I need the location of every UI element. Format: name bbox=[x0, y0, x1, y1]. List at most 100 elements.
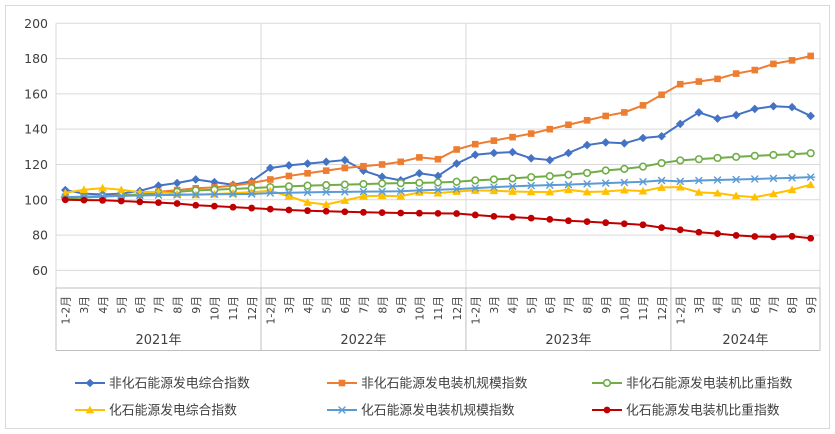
data-point bbox=[770, 60, 777, 68]
data-point bbox=[656, 176, 667, 185]
chart-container: 200 180 160 140 120 100 80 60 1-2月 3月 4月 5月 6月 7月 8月 9月… bbox=[5, 5, 830, 429]
data-point bbox=[582, 180, 592, 188]
data-point bbox=[452, 187, 462, 195]
data-point bbox=[453, 146, 460, 153]
month-label: 8月 bbox=[171, 296, 184, 314]
data-point bbox=[414, 186, 425, 195]
month-label: 9月 bbox=[805, 296, 818, 314]
data-point bbox=[806, 180, 816, 189]
data-point bbox=[508, 147, 517, 157]
data-point bbox=[61, 196, 69, 204]
month-label: 5月 bbox=[525, 296, 538, 314]
data-point bbox=[153, 191, 164, 199]
data-point bbox=[602, 378, 612, 388]
data-point bbox=[731, 175, 741, 184]
data-point bbox=[658, 224, 666, 232]
month-label: 9月 bbox=[190, 296, 203, 314]
data-point bbox=[116, 185, 126, 194]
data-point bbox=[433, 178, 443, 187]
data-point bbox=[321, 157, 331, 167]
data-point bbox=[471, 140, 479, 148]
data-point bbox=[360, 208, 367, 216]
data-point bbox=[750, 151, 759, 160]
data-point bbox=[508, 187, 517, 195]
data-point bbox=[490, 212, 498, 220]
month-label: 7月 bbox=[563, 296, 576, 314]
data-point bbox=[116, 192, 126, 200]
data-point bbox=[676, 156, 685, 165]
y-tick-label: 80 bbox=[32, 228, 48, 243]
data-point bbox=[470, 150, 480, 160]
data-point bbox=[377, 172, 387, 182]
data-point bbox=[601, 187, 611, 195]
data-point bbox=[732, 232, 740, 239]
data-point bbox=[601, 138, 611, 147]
data-point bbox=[397, 209, 405, 217]
data-point bbox=[713, 114, 722, 123]
data-point bbox=[79, 185, 89, 194]
data-point bbox=[713, 188, 722, 197]
data-point bbox=[414, 188, 424, 196]
data-point bbox=[527, 214, 535, 222]
data-point bbox=[415, 168, 424, 178]
data-point bbox=[265, 163, 275, 173]
year-label: 2021年 bbox=[135, 333, 181, 348]
data-point bbox=[303, 181, 312, 190]
legend-label: 化石能源发电装机规模指数 bbox=[361, 403, 515, 419]
data-point bbox=[675, 182, 685, 191]
data-point bbox=[358, 187, 369, 196]
data-point bbox=[602, 219, 610, 227]
year-label: 2024年 bbox=[722, 333, 768, 348]
data-point bbox=[489, 148, 499, 158]
data-point bbox=[695, 228, 703, 236]
data-point bbox=[731, 110, 741, 120]
data-point bbox=[657, 183, 667, 191]
month-label: 6月 bbox=[134, 296, 147, 314]
month-label: 3月 bbox=[78, 296, 91, 314]
data-point bbox=[321, 188, 331, 196]
data-point bbox=[246, 190, 257, 198]
data-point bbox=[601, 179, 611, 187]
data-point bbox=[172, 178, 182, 188]
data-point bbox=[527, 173, 536, 182]
data-point bbox=[619, 178, 630, 187]
data-point bbox=[265, 189, 275, 197]
data-point bbox=[266, 176, 274, 183]
data-point bbox=[565, 121, 572, 129]
data-point bbox=[285, 206, 293, 214]
data-point bbox=[341, 208, 349, 216]
data-point bbox=[85, 405, 95, 414]
month-label: 8月 bbox=[376, 296, 389, 314]
data-point bbox=[433, 188, 443, 197]
data-point bbox=[583, 218, 591, 226]
data-point bbox=[714, 230, 721, 238]
data-point bbox=[675, 177, 685, 186]
data-point bbox=[694, 108, 704, 117]
data-point bbox=[657, 158, 666, 168]
data-point bbox=[807, 52, 814, 60]
data-point bbox=[191, 175, 201, 184]
month-label: 1-2月 bbox=[264, 296, 277, 324]
data-point bbox=[266, 205, 274, 213]
data-point bbox=[769, 150, 778, 160]
data-point bbox=[638, 186, 648, 195]
legend-item: 非化石能源发电装机比重指数 bbox=[592, 376, 793, 392]
legend-label: 非化石能源发电综合指数 bbox=[109, 376, 250, 392]
month-label: 4月 bbox=[302, 296, 315, 314]
month-label: 6月 bbox=[339, 296, 352, 314]
data-point bbox=[582, 140, 592, 150]
data-point bbox=[806, 149, 815, 158]
legend-label: 化石能源发电综合指数 bbox=[109, 403, 237, 419]
data-point bbox=[564, 170, 573, 179]
month-label: 12月 bbox=[656, 296, 669, 321]
month-label: 9月 bbox=[395, 296, 408, 314]
data-point bbox=[99, 196, 106, 204]
data-point bbox=[338, 379, 346, 387]
data-point bbox=[378, 209, 386, 217]
data-point bbox=[434, 209, 442, 217]
month-label: 7月 bbox=[153, 296, 166, 314]
data-point bbox=[304, 207, 311, 215]
data-point bbox=[322, 207, 330, 215]
y-tick-label: 100 bbox=[24, 192, 48, 207]
data-point bbox=[340, 196, 350, 204]
